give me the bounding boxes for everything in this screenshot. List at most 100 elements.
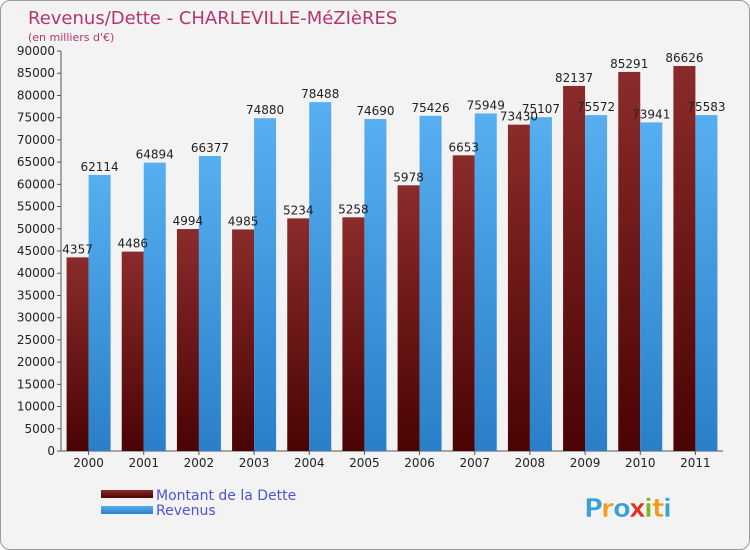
data-label: 82137: [555, 71, 593, 85]
bar-revenus: [309, 102, 332, 452]
y-tick-label: 90000: [17, 44, 55, 58]
y-tick-label: 20000: [17, 355, 55, 369]
legend-label-debt: Montant de la Dette: [156, 488, 296, 504]
chart-subtitle: (en milliers d'€): [28, 31, 114, 44]
bar-debt: [121, 251, 144, 451]
data-label: 85291: [610, 57, 648, 71]
data-label: 4994: [173, 214, 204, 228]
bar-revenus: [640, 122, 663, 451]
bar-debt: [563, 85, 586, 452]
y-axis: 0 5000 10000 15000 20000 25000 30000 35000 40000…: [17, 44, 62, 458]
y-tick-label: 75000: [17, 111, 55, 125]
data-label: 4486: [117, 237, 148, 251]
data-label: 75426: [411, 101, 449, 115]
x-tick-label: 2007: [459, 456, 490, 470]
bar-revenus: [364, 119, 387, 452]
y-tick-label: 25000: [17, 333, 55, 347]
y-tick-label: 80000: [17, 88, 55, 102]
bar-debt: [397, 185, 420, 452]
y-tick-label: 30000: [17, 311, 55, 325]
logo-letter: P: [584, 494, 603, 524]
data-label: 73430: [500, 110, 538, 124]
y-tick-label: 45000: [17, 244, 55, 258]
x-tick-label: 2009: [570, 456, 601, 470]
bar-revenus: [254, 118, 277, 451]
logo-letter: t: [652, 494, 664, 524]
bar-debt: [176, 229, 199, 451]
y-tick-label: 70000: [17, 133, 55, 147]
bar-revenus: [419, 115, 442, 452]
bar-revenus: [695, 115, 718, 451]
y-tick-label: 60000: [17, 177, 55, 191]
data-label: 5978: [393, 170, 424, 184]
y-tick-label: 55000: [17, 200, 55, 214]
data-label: 5258: [338, 202, 369, 216]
x-tick-label: 2001: [128, 456, 159, 470]
bar-revenus: [474, 113, 497, 452]
y-tick-label: 40000: [17, 266, 55, 280]
bar-revenus: [529, 117, 552, 452]
y-tick-label: 10000: [17, 400, 55, 414]
data-label: 4357: [62, 242, 93, 256]
proxiti-logo: Pr oxi ti: [584, 494, 673, 525]
data-label: 75583: [687, 100, 725, 114]
bar-revenus: [88, 174, 111, 451]
legend-swatch-revenus: [101, 506, 153, 514]
legend-swatch-debt: [101, 490, 153, 498]
y-tick-label: 85000: [17, 66, 55, 80]
chart-title: Revenus/Dette - CHARLEVILLE-MéZIèRES: [28, 8, 397, 29]
bar-debt: [287, 218, 310, 451]
data-label: 74690: [356, 104, 394, 118]
data-label: 5234: [283, 203, 314, 217]
logo-letter: x: [629, 494, 646, 524]
x-tick-label: 2006: [404, 456, 435, 470]
y-tick-label: 50000: [17, 222, 55, 236]
x-tick-label: 2005: [349, 456, 380, 470]
x-tick-label: 2004: [294, 456, 325, 470]
bar-debt: [452, 155, 475, 452]
y-tick-label: 5000: [24, 422, 55, 436]
x-tick-label: 2010: [625, 456, 656, 470]
data-label: 73941: [632, 107, 670, 121]
data-label: 74880: [246, 103, 284, 117]
data-label: 75572: [577, 100, 615, 114]
bar-revenus: [198, 155, 221, 452]
data-label: 66377: [191, 141, 229, 155]
bar-debt: [342, 217, 365, 451]
bar-debt: [673, 65, 696, 452]
bar-debt: [66, 257, 89, 451]
data-label: 6653: [448, 140, 479, 154]
bars: [66, 65, 718, 452]
x-tick-label: 2011: [680, 456, 711, 470]
data-labels: 4357 4486 4994 4985 5234 5258 5978 6653 73430 821…: [62, 51, 725, 256]
logo-letter: o: [613, 494, 631, 524]
legend: Montant de la Dette Revenus: [101, 488, 296, 519]
x-tick-label: 2000: [73, 456, 104, 470]
x-tick-label: 2002: [184, 456, 215, 470]
data-label: 86626: [665, 51, 703, 65]
data-label: 75949: [467, 98, 505, 112]
data-label: 64894: [136, 148, 174, 162]
y-tick-label: 0: [47, 444, 55, 458]
data-label: 62114: [80, 160, 118, 174]
y-tick-label: 65000: [17, 155, 55, 169]
data-label: 4985: [228, 214, 259, 228]
data-label: 78488: [301, 87, 339, 101]
data-label: 75107: [522, 102, 560, 116]
logo-letter: i: [663, 494, 672, 524]
logo-letter: r: [601, 494, 614, 524]
bar-debt: [232, 229, 255, 451]
x-tick-label: 2008: [515, 456, 546, 470]
bar-revenus: [143, 162, 166, 452]
legend-label-revenus: Revenus: [156, 503, 216, 519]
x-tick-label: 2003: [239, 456, 270, 470]
bar-revenus: [585, 115, 608, 451]
y-tick-label: 15000: [17, 377, 55, 391]
bar-debt: [507, 124, 530, 452]
x-axis: 2000 2001 2002 2003 2004 2005 2006 2007 2008 2009…: [61, 450, 723, 470]
bar-debt: [618, 71, 641, 451]
y-tick-label: 35000: [17, 288, 55, 302]
logo-letter: i: [644, 494, 653, 524]
